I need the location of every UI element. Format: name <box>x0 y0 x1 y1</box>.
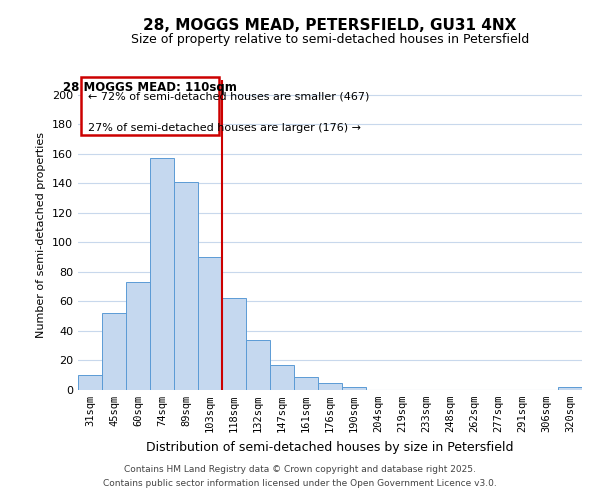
Text: Contains HM Land Registry data © Crown copyright and database right 2025.
Contai: Contains HM Land Registry data © Crown c… <box>103 466 497 487</box>
Bar <box>102 313 126 390</box>
Bar <box>126 282 150 390</box>
Bar <box>270 365 294 390</box>
Bar <box>198 257 222 390</box>
Text: Size of property relative to semi-detached houses in Petersfield: Size of property relative to semi-detach… <box>131 32 529 46</box>
X-axis label: Distribution of semi-detached houses by size in Petersfield: Distribution of semi-detached houses by … <box>146 440 514 454</box>
Bar <box>558 387 582 390</box>
Bar <box>222 298 246 390</box>
Bar <box>318 382 342 390</box>
Bar <box>342 387 366 390</box>
Bar <box>78 375 102 390</box>
Y-axis label: Number of semi-detached properties: Number of semi-detached properties <box>37 132 46 338</box>
Bar <box>174 182 198 390</box>
Bar <box>246 340 270 390</box>
Bar <box>150 158 174 390</box>
Text: 28 MOGGS MEAD: 110sqm: 28 MOGGS MEAD: 110sqm <box>63 80 237 94</box>
Text: 28, MOGGS MEAD, PETERSFIELD, GU31 4NX: 28, MOGGS MEAD, PETERSFIELD, GU31 4NX <box>143 18 517 32</box>
Text: 27% of semi-detached houses are larger (176) →: 27% of semi-detached houses are larger (… <box>88 122 361 132</box>
FancyBboxPatch shape <box>80 77 220 135</box>
Text: ← 72% of semi-detached houses are smaller (467): ← 72% of semi-detached houses are smalle… <box>88 92 370 102</box>
Bar <box>294 376 318 390</box>
